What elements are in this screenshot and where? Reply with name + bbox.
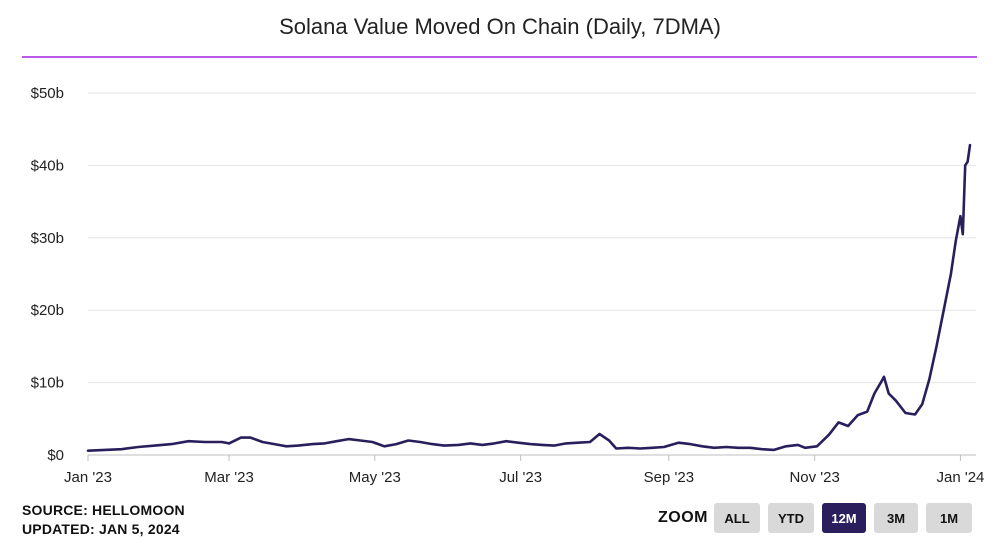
- x-tick-label: Jul '23: [499, 469, 542, 486]
- chart-title: Solana Value Moved On Chain (Daily, 7DMA…: [279, 14, 721, 39]
- x-tick-label: Nov '23: [789, 469, 839, 486]
- title-divider: [22, 56, 977, 58]
- zoom-all-button[interactable]: ALL: [714, 503, 760, 533]
- line-chart: $0 $10b $20b $30b $40b $50b Jan '23 Mar '23 May…: [31, 85, 985, 486]
- y-tick-label: $30b: [31, 230, 64, 247]
- x-tick-label: Jan '23: [64, 469, 112, 486]
- zoom-label: ZOOM: [658, 509, 708, 526]
- zoom-3m-button[interactable]: 3M: [874, 503, 918, 533]
- zoom-12m-button[interactable]: 12M: [822, 503, 866, 533]
- y-tick-label: $50b: [31, 85, 64, 102]
- y-tick-label: $40b: [31, 157, 64, 174]
- x-axis-ticks: Jan '23 Mar '23 May '23 Jul '23 Sep '23 Nov '…: [64, 455, 984, 486]
- y-tick-label: $20b: [31, 302, 64, 319]
- x-tick-label: Mar '23: [204, 469, 254, 486]
- x-tick-label: May '23: [349, 469, 401, 486]
- y-tick-label: $10b: [31, 375, 64, 392]
- x-tick-label: Jan '24: [936, 469, 984, 486]
- source-note: SOURCE: HELLOMOON: [22, 502, 185, 518]
- gridlines: [88, 92, 976, 456]
- x-tick-label: Sep '23: [644, 469, 694, 486]
- y-axis-ticks: $0 $10b $20b $30b $40b $50b: [31, 85, 64, 464]
- zoom-1m-button[interactable]: 1M: [926, 503, 972, 533]
- zoom-ytd-button[interactable]: YTD: [768, 503, 814, 533]
- updated-note: UPDATED: JAN 5, 2024: [22, 521, 180, 537]
- series-line: [86, 143, 972, 452]
- y-tick-label: $0: [47, 447, 64, 464]
